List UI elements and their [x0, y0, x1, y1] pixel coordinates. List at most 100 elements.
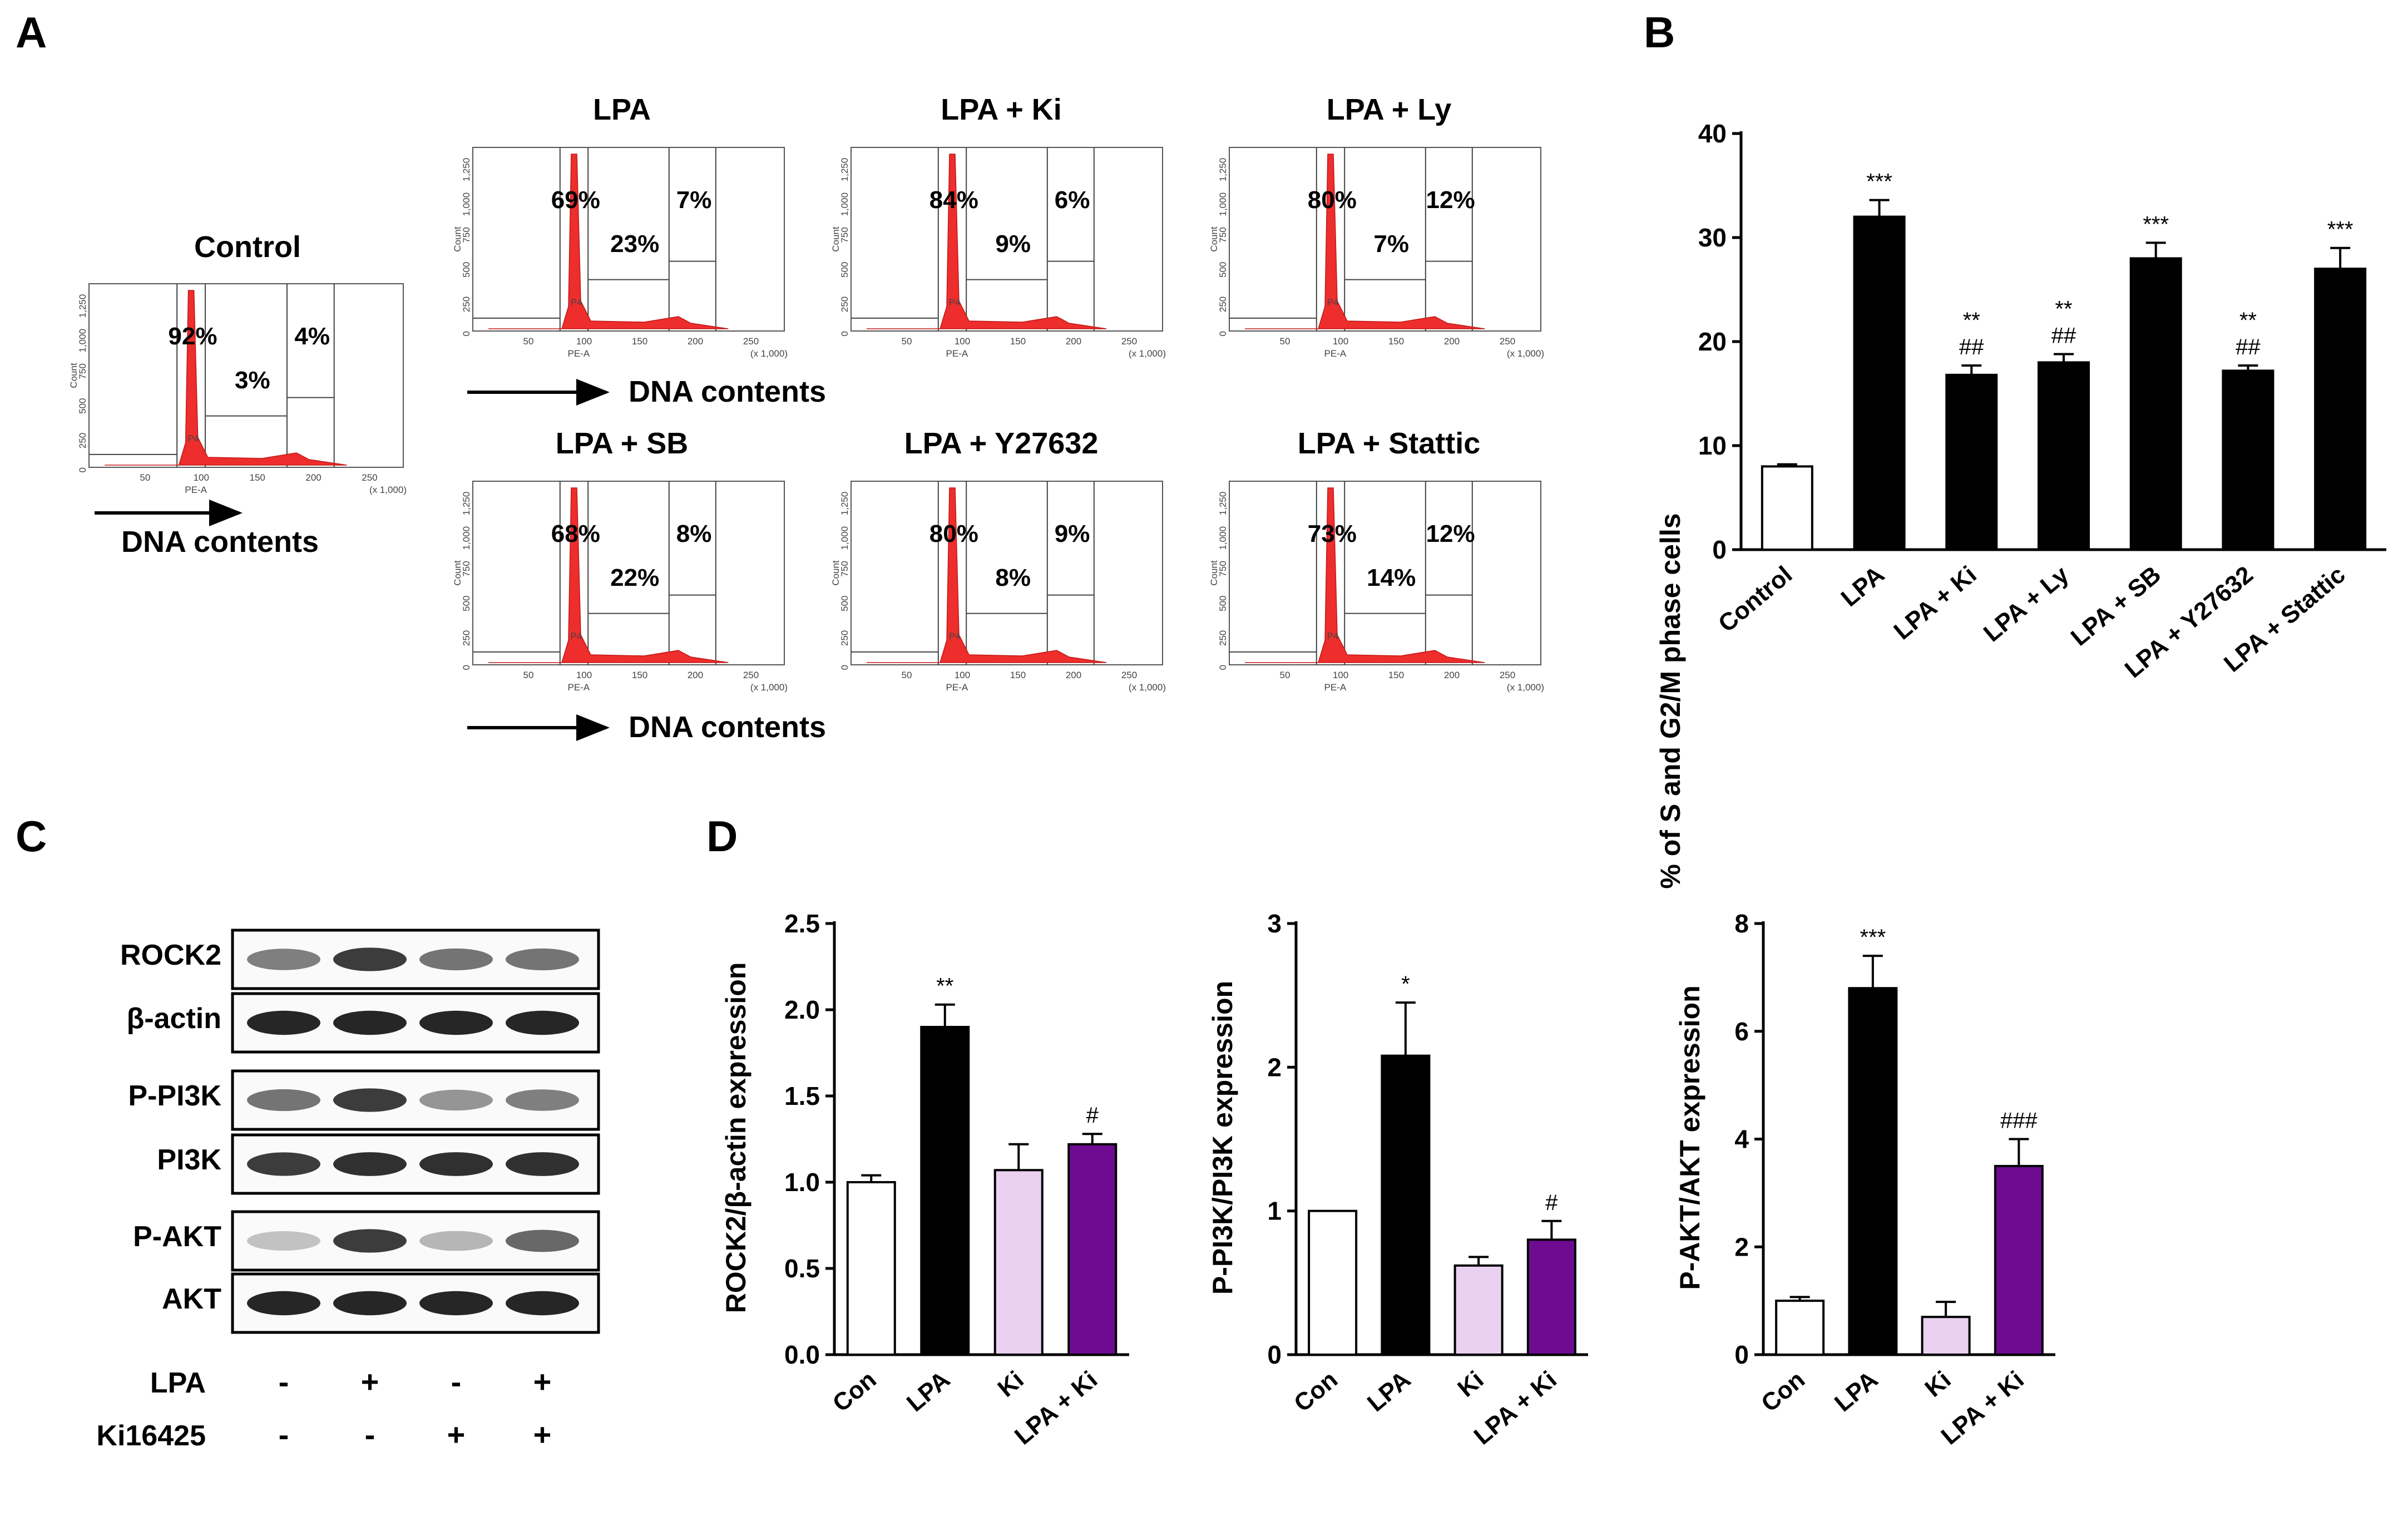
g2m-percent: 8%	[676, 520, 712, 547]
category-label: LPA + Ki	[1888, 561, 1981, 645]
g2m-percent: 6%	[1055, 186, 1090, 214]
s-phase-percent: 9%	[995, 230, 1031, 258]
gate-label: P4	[571, 297, 582, 308]
blot-band	[247, 1089, 320, 1112]
flow-xscale: (x 1,000)	[750, 348, 788, 359]
plot-frame	[851, 147, 1163, 332]
histogram-area	[105, 290, 347, 466]
plot-frame	[1229, 481, 1541, 665]
flow-xscale: (x 1,000)	[1129, 348, 1166, 359]
flow-panel: LPA + Y27632 Count 0 250 500 750 1,000 1,250 50 1…	[830, 427, 1166, 693]
significance-mark: #	[1545, 1191, 1558, 1215]
histogram-area	[488, 154, 729, 329]
flow-xtick: 250	[362, 472, 377, 483]
category-label: Control	[1713, 561, 1797, 638]
blot-band	[333, 1229, 407, 1253]
plot-frame	[88, 283, 404, 468]
category-label: Ki	[992, 1366, 1029, 1403]
flow-panel-title: LPA + Stattic	[1298, 427, 1481, 460]
panel-label-b: B	[1644, 8, 1675, 57]
blot-row: AKT	[162, 1272, 600, 1334]
y-tick-label: 0	[1267, 1340, 1282, 1369]
significance-mark: **	[1963, 308, 1980, 333]
category-label: LPA + Ki	[1936, 1366, 2029, 1450]
flow-xtick: 50	[902, 336, 912, 347]
bar	[2038, 361, 2090, 551]
flow-ytick: 750	[461, 561, 472, 576]
g1-percent: 84%	[929, 186, 978, 214]
dna-axis-label: DNA contents	[629, 375, 826, 408]
blot-row-label: β-actin	[127, 1003, 221, 1035]
flow-ytick: 1,250	[461, 158, 472, 182]
dna-axis-control: DNA contents	[95, 500, 319, 559]
s-phase-percent: 8%	[995, 564, 1031, 591]
flow-ytick: 0	[77, 467, 88, 472]
treatment-label: LPA	[150, 1367, 206, 1399]
category-label: LPA	[1362, 1366, 1416, 1417]
flow-xtick: 200	[1066, 336, 1081, 347]
chart-b: 0 10 20 30 40 % of S and G2/M phase cells Cont…	[1655, 119, 2386, 889]
y-tick-label: 0.0	[784, 1340, 820, 1369]
y-tick-label: 10	[1698, 431, 1727, 460]
flow-xtick: 200	[688, 336, 703, 347]
significance-mark: **	[936, 974, 953, 999]
category-label: LPA + Ly	[1979, 561, 2074, 647]
g2m-percent: 7%	[676, 186, 712, 214]
category-label: Ki	[1452, 1366, 1489, 1403]
blot-band	[247, 1010, 320, 1035]
flow-xtick: 100	[955, 670, 970, 680]
flow-yaxis-label: Count	[830, 560, 841, 586]
flow-yaxis-label: Count	[1209, 560, 1219, 586]
y-tick-label: 2	[1734, 1232, 1749, 1261]
blot-row-label: P-PI3K	[128, 1080, 221, 1112]
category-label: LPA	[1830, 1366, 1883, 1417]
blot-row-label: AKT	[162, 1283, 221, 1315]
blot-band	[333, 1010, 407, 1035]
blot-band	[247, 1231, 320, 1251]
flow-ytick: 0	[839, 665, 850, 670]
y-axis-label: P-PI3K/PI3K expression	[1207, 981, 1238, 1295]
blot-band	[419, 1010, 493, 1035]
flow-ytick: 500	[1218, 261, 1228, 277]
flow-ytick: 250	[461, 630, 472, 646]
s-phase-percent: 22%	[610, 564, 659, 591]
g1-percent: 80%	[1308, 186, 1357, 214]
flow-xtick: 150	[1388, 336, 1404, 347]
blot-band	[419, 1152, 493, 1176]
flow-yaxis-label: Count	[830, 226, 841, 252]
flow-ytick: 500	[461, 595, 472, 611]
significance-mark: ##	[2051, 323, 2076, 348]
flow-xtick: 200	[1444, 670, 1460, 680]
panel-label-a: A	[16, 8, 47, 57]
treatment-sign: +	[447, 1417, 466, 1452]
flow-xtick: 50	[902, 670, 912, 680]
panel-label-c: C	[16, 812, 47, 861]
plot-frame	[851, 481, 1163, 665]
flow-ytick: 1,000	[461, 526, 472, 550]
y-tick-label: 20	[1698, 327, 1727, 356]
flow-xtick: 50	[1280, 336, 1290, 347]
flow-ytick: 1,000	[77, 329, 88, 353]
histogram-area	[488, 487, 729, 663]
significance-mark: #	[1086, 1103, 1099, 1128]
blot-row: P-PI3K	[128, 1069, 600, 1131]
dna-axis-top-row: DNA contents	[467, 375, 826, 408]
y-tick-label: 30	[1698, 223, 1727, 252]
bar	[1067, 1143, 1118, 1356]
category-label: LPA + Ki	[1469, 1366, 1562, 1450]
gate-label: P4	[571, 631, 582, 641]
flow-xscale: (x 1,000)	[1507, 682, 1544, 693]
flow-ytick: 0	[461, 665, 472, 670]
flow-ytick: 750	[77, 363, 88, 379]
blot-band	[247, 949, 320, 970]
histogram-area	[1245, 487, 1485, 663]
flow-xscale: (x 1,000)	[1507, 348, 1544, 359]
significance-mark: ***	[1866, 170, 1892, 194]
bar	[1945, 373, 1998, 551]
flow-panel-title: Control	[194, 230, 301, 264]
bar	[1994, 1164, 2044, 1356]
flow-xtick: 100	[955, 336, 970, 347]
dna-axis-label: DNA contents	[121, 525, 319, 559]
flow-xtick: 250	[1500, 336, 1515, 347]
